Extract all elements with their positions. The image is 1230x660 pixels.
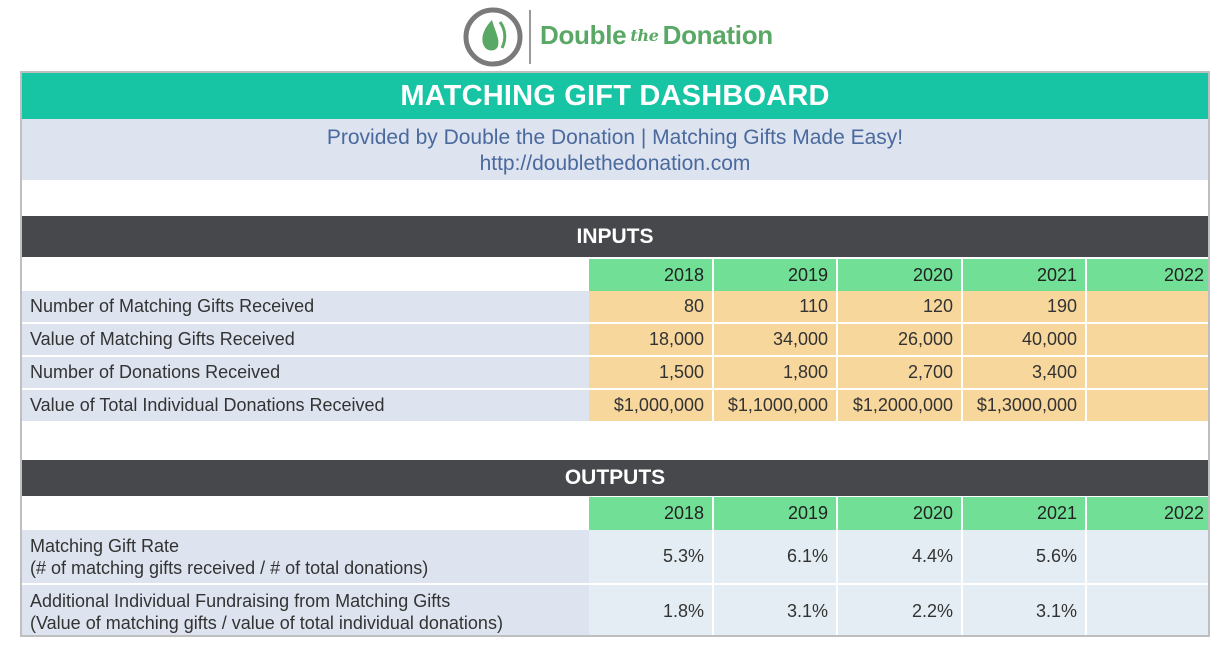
dashboard-subtitle: Provided by Double the Donation | Matchi… [326, 126, 904, 149]
dashboard-frame: MATCHING GIFT DASHBOARD Provided by Doub… [20, 71, 1210, 637]
input-cell[interactable]: 2,700 [838, 357, 963, 390]
row-label-main: Matching Gift Rate [30, 535, 180, 556]
outputs-year-2018: 2018 [589, 497, 714, 530]
brand-logo: Double the Donation [462, 6, 782, 68]
output-cell: 5.3% [589, 530, 714, 585]
row-label-formula: (# of matching gifts received / # of tot… [30, 557, 429, 578]
inputs-heading: INPUTS [22, 216, 1208, 257]
input-cell[interactable] [1087, 324, 1208, 357]
row-label-formula: (Value of matching gifts / value of tota… [30, 612, 503, 633]
input-cell[interactable]: 80 [589, 291, 714, 324]
input-cell[interactable]: $1,2000,000 [838, 390, 963, 423]
row-label: Value of Matching Gifts Received [22, 324, 589, 357]
row-label: Number of Donations Received [22, 357, 589, 390]
inputs-table: 2018 2019 2020 2021 2022 Number of Match… [22, 259, 1208, 423]
inputs-year-2018: 2018 [589, 259, 714, 291]
outputs-year-2022: 2022 [1087, 497, 1208, 530]
input-cell[interactable]: 26,000 [838, 324, 963, 357]
output-cell [1087, 530, 1208, 585]
outputs-table: 2018 2019 2020 2021 2022 Matching Gift R… [22, 497, 1208, 635]
input-cell[interactable]: $1,1000,000 [714, 390, 838, 423]
row-label-main: Additional Individual Fundraising from M… [30, 590, 451, 611]
input-cell[interactable] [1087, 357, 1208, 390]
outputs-row-matching-gift-rate: Matching Gift Rate (# of matching gifts … [22, 530, 1208, 585]
input-cell[interactable] [1087, 291, 1208, 324]
logo-divider [529, 10, 531, 64]
input-cell[interactable]: $1,000,000 [589, 390, 714, 423]
outputs-year-2021: 2021 [963, 497, 1087, 530]
inputs-year-header-row: 2018 2019 2020 2021 2022 [22, 259, 1208, 291]
inputs-row-donations-value: Value of Total Individual Donations Rece… [22, 390, 1208, 423]
dashboard-subtitle-block: Provided by Double the Donation | Matchi… [22, 119, 1208, 180]
input-cell[interactable]: 1,500 [589, 357, 714, 390]
inputs-year-2022: 2022 [1087, 259, 1208, 291]
inputs-year-2019: 2019 [714, 259, 838, 291]
row-label: Additional Individual Fundraising from M… [22, 585, 589, 635]
inputs-row-matching-gifts-value: Value of Matching Gifts Received 18,000 … [22, 324, 1208, 357]
input-cell[interactable]: 34,000 [714, 324, 838, 357]
dashboard-url[interactable]: http://doublethedonation.com [479, 152, 751, 175]
brand-name-last: Donation [662, 20, 774, 50]
outputs-year-header-row: 2018 2019 2020 2021 2022 [22, 497, 1208, 530]
row-label: Matching Gift Rate (# of matching gifts … [22, 530, 589, 585]
output-cell: 1.8% [589, 585, 714, 635]
output-cell: 3.1% [714, 585, 838, 635]
dashboard-title: MATCHING GIFT DASHBOARD [22, 73, 1208, 119]
output-cell: 3.1% [963, 585, 1087, 635]
output-cell: 4.4% [838, 530, 963, 585]
output-cell [1087, 585, 1208, 635]
input-cell[interactable]: 110 [714, 291, 838, 324]
output-cell: 6.1% [714, 530, 838, 585]
row-label: Number of Matching Gifts Received [22, 291, 589, 324]
input-cell[interactable]: 120 [838, 291, 963, 324]
inputs-year-2020: 2020 [838, 259, 963, 291]
output-cell: 5.6% [963, 530, 1087, 585]
inputs-row-matching-gifts-count: Number of Matching Gifts Received 80 110… [22, 291, 1208, 324]
outputs-heading: OUTPUTS [22, 460, 1208, 496]
outputs-year-2019: 2019 [714, 497, 838, 530]
brand-name-the: the [630, 26, 659, 45]
inputs-row-donations-count: Number of Donations Received 1,500 1,800… [22, 357, 1208, 390]
outputs-year-2020: 2020 [838, 497, 963, 530]
brand-name-first: Double [540, 20, 627, 50]
input-cell[interactable] [1087, 390, 1208, 423]
input-cell[interactable]: 3,400 [963, 357, 1087, 390]
input-cell[interactable]: 190 [963, 291, 1087, 324]
row-label: Value of Total Individual Donations Rece… [22, 390, 589, 423]
input-cell[interactable]: 1,800 [714, 357, 838, 390]
outputs-header-blank [22, 497, 589, 530]
brand-name: Double the Donation [540, 20, 773, 51]
leaf-drop-logo-icon [463, 7, 523, 67]
outputs-row-additional-fundraising: Additional Individual Fundraising from M… [22, 585, 1208, 635]
input-cell[interactable]: 18,000 [589, 324, 714, 357]
inputs-year-2021: 2021 [963, 259, 1087, 291]
input-cell[interactable]: 40,000 [963, 324, 1087, 357]
inputs-header-blank [22, 259, 589, 291]
output-cell: 2.2% [838, 585, 963, 635]
input-cell[interactable]: $1,3000,000 [963, 390, 1087, 423]
